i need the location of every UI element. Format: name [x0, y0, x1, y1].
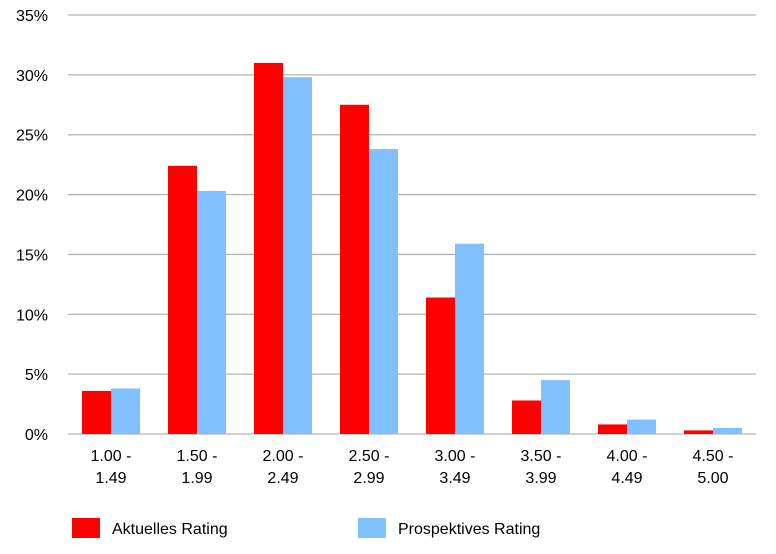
- bar-aktuelles-6: [598, 424, 627, 434]
- bar-prospektives-2: [283, 77, 312, 434]
- legend-label-aktuelles: Aktuelles Rating: [112, 521, 228, 538]
- bars: [82, 62, 742, 435]
- x-tick-label: 2.00 - 2.49: [263, 448, 304, 487]
- y-tick-label: 30%: [16, 68, 48, 85]
- x-tick-label-line: 2.50 -: [349, 448, 390, 465]
- x-tick-label-line: 3.50 -: [521, 448, 562, 465]
- legend-label-prospektives: Prospektives Rating: [398, 521, 540, 538]
- x-tick-label: 4.00 - 4.49: [607, 448, 648, 487]
- x-tick-label-line: 4.00 -: [607, 448, 648, 465]
- bar-aktuelles-1: [168, 165, 197, 434]
- x-tick-label-line: 4.50 -: [693, 448, 734, 465]
- x-axis-tick-labels: 1.00 - 1.49 1.50 - 1.99 2.00 - 2.49 2.50 - 2.99…: [91, 448, 734, 487]
- y-tick-label: 25%: [16, 128, 48, 145]
- x-tick-label: 1.50 - 1.99: [177, 448, 218, 487]
- y-tick-label: 10%: [16, 307, 48, 324]
- y-tick-label: 0%: [25, 427, 48, 444]
- bar-prospektives-6: [627, 419, 656, 434]
- bar-aktuelles-0: [82, 390, 111, 434]
- x-tick-label-line: 3.99: [525, 470, 556, 487]
- bar-prospektives-3: [369, 149, 398, 434]
- x-tick-label: 3.50 - 3.99: [521, 448, 562, 487]
- x-tick-label-line: 1.50 -: [177, 448, 218, 465]
- x-tick-label-line: 2.00 -: [263, 448, 304, 465]
- x-tick-label-line: 4.49: [611, 470, 642, 487]
- y-tick-label: 35%: [16, 8, 48, 25]
- bar-aktuelles-5: [512, 400, 541, 434]
- bar-aktuelles-2: [254, 62, 283, 435]
- y-tick-label: 15%: [16, 247, 48, 264]
- x-tick-label-line: 2.49: [267, 470, 298, 487]
- legend-swatch-prospektives: [358, 518, 386, 538]
- x-tick-label-line: 3.49: [439, 470, 470, 487]
- x-tick-label: 4.50 - 5.00: [693, 448, 734, 487]
- x-tick-label-line: 2.99: [353, 470, 384, 487]
- legend: Aktuelles Rating Prospektives Rating: [72, 518, 540, 538]
- y-tick-label: 20%: [16, 188, 48, 205]
- x-tick-label: 3.00 - 3.49: [435, 448, 476, 487]
- x-tick-label-line: 1.49: [95, 470, 126, 487]
- legend-swatch-aktuelles: [72, 518, 100, 538]
- x-tick-label-line: 5.00: [697, 470, 728, 487]
- x-tick-label-line: 1.99: [181, 470, 212, 487]
- x-tick-label-line: 1.00 -: [91, 448, 132, 465]
- x-tick-label: 1.00 - 1.49: [91, 448, 132, 487]
- bar-prospektives-7: [713, 428, 742, 434]
- bar-aktuelles-4: [426, 297, 455, 434]
- y-tick-label: 5%: [25, 367, 48, 384]
- bar-prospektives-1: [197, 190, 226, 434]
- y-axis-tick-labels: 0% 5% 10% 15% 20% 25% 30% 35%: [16, 8, 48, 444]
- bar-prospektives-4: [455, 243, 484, 434]
- bar-aktuelles-3: [340, 104, 369, 435]
- x-tick-label: 2.50 - 2.99: [349, 448, 390, 487]
- x-tick-label-line: 3.00 -: [435, 448, 476, 465]
- bar-aktuelles-7: [684, 430, 713, 434]
- bar-prospektives-0: [111, 388, 140, 434]
- bar-prospektives-5: [541, 380, 570, 434]
